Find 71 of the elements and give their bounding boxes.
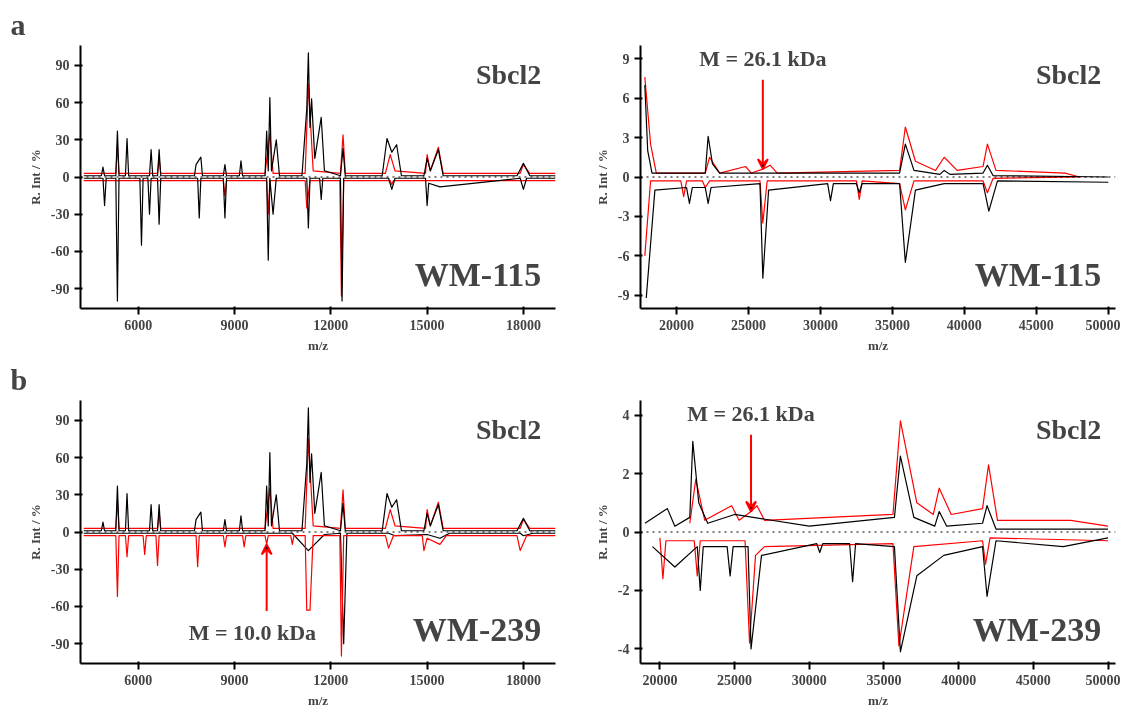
chart-title: a xyxy=(10,7,26,41)
chart-title: b xyxy=(10,362,28,396)
y-tick-label: -30 xyxy=(50,562,70,578)
y-tick-label: 30 xyxy=(55,487,70,503)
x-tick-label: 12000 xyxy=(313,672,349,688)
y-tick-label: 4 xyxy=(622,408,630,424)
x-axis-title: m/z xyxy=(307,337,329,353)
y-tick-label: 9 xyxy=(622,51,630,67)
y-tick-label: -3 xyxy=(617,209,630,225)
x-tick-label: 50000 xyxy=(1085,317,1121,333)
x-tick-label: 15000 xyxy=(409,672,445,688)
y-tick-label: 30 xyxy=(55,132,70,148)
annotation: M = 26.1 kDa xyxy=(699,45,827,71)
x-tick-label: 45000 xyxy=(1018,317,1054,333)
y-tick-label: 0 xyxy=(622,170,630,185)
y-tick-label: 0 xyxy=(622,525,630,540)
annotation: M = 26.1 kDa xyxy=(687,400,815,426)
y-tick-label: 3 xyxy=(622,130,630,146)
annotation: Sbcl2 xyxy=(1035,413,1102,445)
x-tick-label: 35000 xyxy=(874,317,910,333)
x-tick-label: 35000 xyxy=(866,672,902,688)
y-tick-label: 60 xyxy=(55,450,70,466)
x-axis-title: m/z xyxy=(867,692,889,708)
annotation: WM-239 xyxy=(412,610,542,648)
y-tick-label: -6 xyxy=(617,248,630,264)
y-tick-label: -4 xyxy=(617,641,630,657)
x-tick-label: 6000 xyxy=(124,672,153,688)
x-tick-label: 15000 xyxy=(409,317,445,333)
x-tick-label: 9000 xyxy=(220,317,249,333)
y-axis-title: R. Int / % xyxy=(594,149,610,205)
y-tick-label: -60 xyxy=(50,599,70,615)
y-tick-label: -90 xyxy=(50,636,70,652)
x-tick-label: 12000 xyxy=(313,317,349,333)
annotation: Sbcl2 xyxy=(475,58,542,90)
x-tick-label: 25000 xyxy=(730,317,766,333)
x-axis-title: m/z xyxy=(307,692,329,708)
x-axis-title: m/z xyxy=(867,337,889,353)
x-tick-label: 40000 xyxy=(946,317,982,333)
x-tick-label: 18000 xyxy=(505,317,541,333)
y-axis-title: R. Int / % xyxy=(27,149,43,205)
y-tick-label: -90 xyxy=(50,281,70,297)
annotation: WM-239 xyxy=(972,610,1102,648)
y-tick-label: 2 xyxy=(622,466,630,482)
x-tick-label: 6000 xyxy=(124,317,153,333)
y-tick-label: 90 xyxy=(55,413,70,429)
y-tick-label: -30 xyxy=(50,207,70,223)
annotation: M = 10.0 kDa xyxy=(188,620,317,646)
y-tick-label: 0 xyxy=(62,525,70,540)
y-tick-label: 6 xyxy=(622,91,630,107)
y-tick-label: -9 xyxy=(617,288,630,304)
annotation: WM-115 xyxy=(974,255,1102,293)
x-tick-label: 30000 xyxy=(791,672,827,688)
x-tick-label: 45000 xyxy=(1015,672,1051,688)
x-tick-label: 25000 xyxy=(717,672,753,688)
x-tick-label: 50000 xyxy=(1085,672,1121,688)
y-tick-label: -2 xyxy=(617,583,630,599)
x-tick-label: 9000 xyxy=(220,672,249,688)
annotation: WM-115 xyxy=(414,255,542,293)
annotation: Sbcl2 xyxy=(475,413,542,445)
annotation: Sbcl2 xyxy=(1035,58,1102,90)
y-tick-label: 0 xyxy=(62,170,70,185)
x-tick-label: 20000 xyxy=(642,672,678,688)
y-tick-label: 60 xyxy=(55,95,70,111)
x-tick-label: 20000 xyxy=(658,317,694,333)
x-tick-label: 30000 xyxy=(802,317,838,333)
x-tick-label: 40000 xyxy=(941,672,977,688)
y-tick-label: 90 xyxy=(55,58,70,74)
y-axis-title: R. Int / % xyxy=(594,504,610,560)
y-axis-title: R. Int / % xyxy=(27,504,43,560)
x-tick-label: 18000 xyxy=(505,672,541,688)
y-tick-label: -60 xyxy=(50,244,70,260)
